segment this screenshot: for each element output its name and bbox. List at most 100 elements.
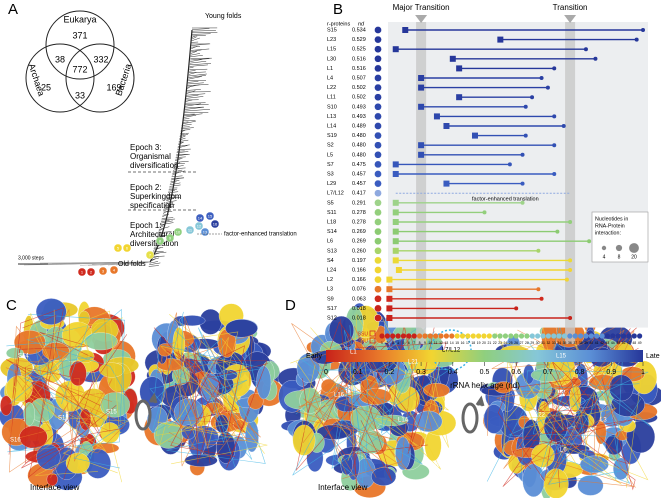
helix-number: 16 — [461, 341, 465, 345]
helix-number: 24 — [504, 341, 508, 345]
protein-nd: 0.525 — [352, 47, 366, 53]
span-end — [587, 239, 591, 243]
helix-number: 37 — [573, 341, 577, 345]
factor-protein-label: L7/L12 — [442, 348, 461, 354]
epoch-label: Epoch 2: — [130, 183, 162, 192]
span-end — [562, 124, 566, 128]
protein-name: L18 — [327, 219, 336, 225]
protein-nd: 0.457 — [352, 181, 366, 187]
fold-node-number: 13 — [203, 229, 208, 234]
helix-dot — [465, 333, 470, 338]
helix-number: 10 — [428, 341, 432, 345]
x-tick-label: 1 — [641, 369, 645, 376]
helix-dot — [637, 333, 642, 338]
span-start — [396, 267, 402, 273]
legend-size: 4 — [603, 254, 606, 260]
protein-nd: 0.516 — [352, 66, 366, 72]
protein-nd: 0.475 — [352, 162, 366, 168]
span-start — [393, 171, 399, 177]
venn-count: 25 — [41, 82, 51, 92]
helix-dot — [578, 333, 583, 338]
protein-label: L22 — [535, 413, 546, 419]
protein-dot — [374, 180, 381, 187]
protein-name: L6 — [327, 239, 333, 245]
helix-number: 12 — [439, 341, 443, 345]
protein-name: S12 — [327, 315, 337, 321]
span-start — [418, 104, 424, 110]
protein-surface — [293, 425, 315, 456]
span-end — [540, 297, 544, 301]
span-start — [450, 56, 456, 62]
protein-surface — [484, 404, 504, 433]
span-end — [593, 57, 597, 61]
helix-dot — [476, 333, 481, 338]
protein-name: L1 — [327, 66, 333, 72]
protein-dot — [374, 199, 381, 206]
colorbar — [326, 350, 643, 362]
span-start — [386, 305, 392, 311]
transition-band — [565, 22, 575, 344]
span-end — [641, 28, 645, 32]
helix-number: 19 — [477, 341, 481, 345]
protein-dot — [374, 170, 381, 177]
helix-dot — [401, 333, 406, 338]
venn-count: 33 — [75, 90, 85, 100]
venn-count: 169 — [106, 82, 121, 92]
protein-name: S7 — [327, 162, 334, 168]
helix-dot — [632, 333, 637, 338]
helix-number: 14 — [450, 341, 454, 345]
span-start — [386, 315, 392, 321]
protein-dot — [374, 103, 381, 110]
helix-dot — [428, 333, 433, 338]
protein-dot — [374, 314, 381, 321]
span-start — [393, 161, 399, 167]
helix-number: 36 — [568, 341, 572, 345]
protein-surface — [544, 469, 569, 498]
span-end — [552, 66, 556, 70]
helix-number: 32 — [546, 341, 550, 345]
protein-dot — [374, 142, 381, 149]
protein-dot — [374, 295, 381, 302]
protein-label: S12 — [58, 416, 69, 422]
protein-nd: 0.076 — [352, 287, 366, 293]
helix-dot — [589, 333, 594, 338]
protein-nd: 0.502 — [352, 95, 366, 101]
protein-dot — [374, 266, 381, 273]
helix-dot — [616, 333, 621, 338]
transition-label: Transition — [553, 3, 588, 12]
helix-dot — [422, 333, 427, 338]
protein-nd: 0.480 — [352, 133, 366, 139]
protein-nd: 0.480 — [352, 152, 366, 158]
helix-dot — [379, 333, 384, 338]
helix-dot — [385, 333, 390, 338]
x-tick-label: 0.3 — [416, 369, 426, 376]
helix-number: 22 — [493, 341, 497, 345]
helix-number: 3 — [392, 341, 394, 345]
panel-label: D — [285, 297, 296, 314]
helix-number: 7 — [413, 341, 415, 345]
protein-label: L21 — [408, 360, 419, 366]
protein-name: L30 — [327, 56, 336, 62]
protein-dot — [374, 228, 381, 235]
colorbar-high: Late — [646, 353, 660, 360]
legend-marker — [616, 245, 622, 251]
venn-count: 38 — [55, 54, 65, 64]
protein-name: L14 — [327, 123, 336, 129]
protein-dot — [374, 122, 381, 129]
span-end — [536, 249, 540, 253]
protein-dot — [374, 276, 381, 283]
helix-dot — [551, 333, 556, 338]
helix-dot — [449, 333, 454, 338]
legend-title: interaction: — [595, 230, 621, 236]
protein-label: S15 — [106, 410, 117, 416]
span-start — [386, 277, 392, 283]
protein-name: S13 — [327, 248, 337, 254]
protein-name: L4 — [327, 75, 333, 81]
helix-number: 45 — [616, 341, 620, 345]
helix-dot — [508, 333, 513, 338]
view-label: Interface view — [318, 483, 368, 492]
protein-label: S16 — [10, 438, 21, 444]
protein-dot — [374, 161, 381, 168]
epoch-label: Epoch 1: — [130, 221, 162, 230]
